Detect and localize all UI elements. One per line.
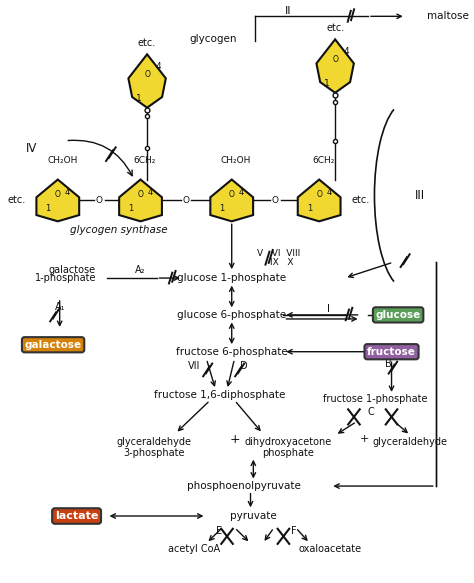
Text: 6CH₂: 6CH₂ (312, 156, 335, 166)
Text: 6CH₂: 6CH₂ (134, 156, 156, 166)
Text: B: B (385, 360, 392, 370)
Text: O: O (144, 70, 150, 79)
Text: dihydroxyacetone: dihydroxyacetone (245, 437, 332, 447)
Text: galactose: galactose (48, 265, 95, 275)
Text: 1: 1 (128, 204, 134, 213)
Text: galactose: galactose (25, 340, 82, 350)
Text: 4: 4 (65, 188, 70, 196)
Text: glucose: glucose (375, 310, 421, 320)
Text: phosphoenolpyruvate: phosphoenolpyruvate (187, 481, 301, 491)
Text: 1: 1 (307, 204, 312, 213)
Text: 1: 1 (46, 204, 51, 213)
Text: 1: 1 (136, 94, 142, 103)
Text: O: O (96, 196, 103, 205)
Text: E: E (216, 525, 222, 536)
Text: +: + (360, 434, 369, 444)
Text: glycogen: glycogen (189, 34, 237, 44)
Text: O: O (272, 196, 279, 205)
Polygon shape (128, 54, 166, 108)
Text: oxaloacetate: oxaloacetate (299, 544, 362, 554)
Text: 4: 4 (344, 47, 349, 56)
Text: A₁: A₁ (55, 302, 65, 312)
Text: CH₂OH: CH₂OH (221, 156, 251, 166)
Text: O: O (55, 189, 61, 199)
Text: fructose 6-phosphate: fructose 6-phosphate (176, 347, 288, 357)
Polygon shape (119, 180, 162, 222)
Text: 1-phosphate: 1-phosphate (35, 273, 96, 283)
Text: glyceraldehyde: glyceraldehyde (116, 437, 191, 447)
Text: maltose: maltose (427, 11, 469, 22)
Text: fructose 1-phosphate: fructose 1-phosphate (323, 395, 428, 405)
Text: IV: IV (26, 142, 37, 155)
Polygon shape (317, 40, 354, 93)
Text: etc.: etc. (352, 195, 370, 205)
Text: A₂: A₂ (135, 265, 146, 275)
Text: 4: 4 (326, 188, 331, 196)
Text: +: + (229, 433, 240, 446)
Text: II: II (285, 6, 292, 16)
Text: glyceraldehyde: glyceraldehyde (373, 437, 448, 447)
Text: 1: 1 (324, 79, 330, 88)
Text: etc.: etc. (138, 38, 156, 48)
Text: phosphate: phosphate (262, 448, 314, 458)
Text: III: III (415, 189, 425, 202)
Polygon shape (210, 180, 253, 222)
Text: glucose 1-phosphate: glucose 1-phosphate (177, 273, 286, 283)
Text: O: O (182, 196, 190, 205)
Text: 1: 1 (219, 204, 225, 213)
Polygon shape (298, 180, 340, 222)
Text: acetyl CoA: acetyl CoA (168, 544, 220, 554)
Text: etc.: etc. (7, 195, 25, 205)
Text: CH₂OH: CH₂OH (47, 156, 77, 166)
Text: F: F (291, 525, 297, 536)
Text: 4: 4 (147, 188, 153, 196)
Text: IX   X: IX X (270, 258, 293, 266)
Text: O: O (137, 189, 144, 199)
Text: etc.: etc. (326, 23, 344, 33)
Text: glucose 6-phosphate: glucose 6-phosphate (177, 310, 286, 320)
Text: C: C (367, 408, 374, 417)
Text: O: O (332, 55, 338, 64)
Polygon shape (36, 180, 79, 222)
Text: 4: 4 (155, 62, 161, 71)
Text: V   VI  VIII: V VI VIII (257, 249, 301, 258)
Text: VII: VII (188, 361, 201, 371)
Text: I: I (327, 304, 330, 314)
Text: fructose 1,6-diphosphate: fructose 1,6-diphosphate (154, 389, 285, 399)
Text: pyruvate: pyruvate (230, 511, 277, 521)
Text: 3-phosphate: 3-phosphate (123, 448, 184, 458)
Text: 4: 4 (239, 188, 244, 196)
Text: lactate: lactate (55, 511, 98, 521)
Text: O: O (229, 189, 235, 199)
Text: O: O (316, 189, 322, 199)
Text: fructose: fructose (367, 347, 416, 357)
Text: glycogen synthase: glycogen synthase (70, 225, 168, 236)
Text: D: D (240, 361, 248, 371)
